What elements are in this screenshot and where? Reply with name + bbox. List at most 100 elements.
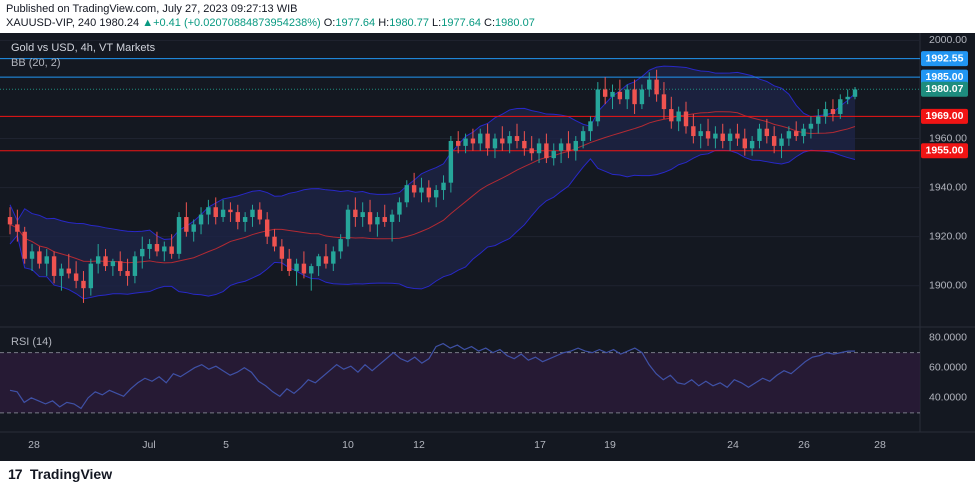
close-label: C:: [484, 17, 496, 29]
candle-body: [698, 131, 703, 137]
rsi-tick-label: 60.0000: [929, 361, 967, 373]
candle-body: [683, 111, 689, 127]
price-tick-label: 1920.00: [929, 230, 967, 242]
candle-body: [331, 251, 336, 264]
candle-body: [404, 185, 409, 203]
candle-body: [345, 209, 351, 240]
rsi-legend[interactable]: RSI (14): [11, 336, 52, 348]
level-price-label-bg: [921, 51, 968, 67]
publish-header: Published on TradingView.com, July 27, 2…: [0, 0, 975, 33]
candle-body: [301, 263, 307, 274]
price-tick-label: 2000.00: [929, 34, 967, 46]
candle-body: [786, 131, 792, 139]
candle-body: [154, 244, 160, 252]
candle-body: [118, 261, 123, 272]
candle-body: [632, 89, 637, 105]
price-tick-label: 1900.00: [929, 280, 967, 292]
time-axis[interactable]: 28 Jul 5 10 12 17 19 24 26 28: [28, 439, 886, 451]
candle-body: [500, 138, 505, 144]
level-price-label: 1955.00: [926, 145, 964, 157]
candle-body: [95, 256, 101, 264]
low-value: 1977.64: [441, 17, 481, 29]
time-tick-label: 24: [727, 439, 739, 451]
candle-body: [529, 148, 534, 154]
candle-body: [426, 187, 432, 198]
time-tick-label: 28: [28, 439, 40, 451]
candle-body: [536, 143, 542, 154]
level-price-label: 1969.00: [926, 110, 964, 122]
candle-body: [37, 251, 42, 264]
price-axis[interactable]: 1900.00 1920.00 1940.00 1960.00 2000.00 40.00…: [929, 34, 967, 403]
candle-body: [44, 256, 49, 264]
rsi-band-fill: [0, 352, 920, 414]
candle-body: [294, 263, 299, 272]
candle-body: [742, 138, 747, 149]
candle-body: [360, 212, 365, 218]
symbol-label[interactable]: XAUUSD-VIP, 240: [6, 17, 97, 29]
candle-body: [764, 128, 770, 137]
candle-body: [617, 91, 623, 100]
chart-canvas[interactable]: 1900.00 1920.00 1940.00 1960.00 2000.00 40.00…: [0, 33, 975, 461]
level-price-label-bg: [921, 143, 968, 159]
candle-body: [7, 217, 13, 225]
candle-body: [669, 109, 674, 122]
candle-body: [551, 150, 556, 159]
rsi-series: [9, 342, 855, 410]
candle-body: [625, 89, 630, 100]
candle-body: [272, 236, 277, 247]
candle-body: [514, 136, 520, 141]
bb-upper-line: [9, 65, 856, 240]
candle-body: [801, 128, 806, 137]
open-value: 1977.64: [335, 17, 376, 29]
candle-body: [220, 209, 226, 218]
candle-body: [749, 140, 755, 149]
candle-body: [522, 140, 527, 149]
candle-body: [727, 133, 733, 141]
candle-body: [735, 133, 740, 139]
tradingview-logo[interactable]: 17 TradingView: [8, 466, 112, 482]
candle-body: [705, 131, 711, 139]
horizontal-levels[interactable]: [0, 58, 920, 152]
time-tick-label: Jul: [142, 439, 155, 451]
candle-body: [492, 138, 498, 149]
candle-body: [147, 244, 152, 249]
candle-body: [382, 217, 387, 222]
candle-body: [713, 133, 718, 139]
bb-legend[interactable]: BB (20, 2): [11, 57, 61, 69]
last-price-label-bg: [921, 81, 968, 97]
rsi-tick-label: 80.0000: [929, 331, 967, 343]
time-tick-label: 26: [798, 439, 810, 451]
candle-body: [184, 217, 189, 232]
candle-body: [838, 99, 843, 114]
candle-body: [647, 79, 652, 90]
time-tick-label: 17: [534, 439, 546, 451]
candle-body: [88, 263, 94, 289]
footer-bar: 17 TradingView: [0, 461, 975, 487]
candle-body: [433, 190, 439, 198]
candle-body: [198, 214, 204, 225]
candle-body: [51, 256, 57, 276]
time-tick-label: 5: [223, 439, 229, 451]
candle-body: [323, 256, 329, 264]
candle-body: [757, 128, 762, 141]
chart-legend-title[interactable]: Gold vs USD, 4h, VT Markets: [11, 42, 156, 54]
rsi-line: [9, 342, 855, 410]
candle-body: [507, 136, 512, 144]
candle-body: [676, 111, 681, 122]
time-tick-label: 12: [413, 439, 425, 451]
candle-body: [250, 209, 255, 218]
candle-body: [103, 256, 108, 267]
candle-body: [397, 202, 402, 215]
candle-body: [66, 268, 71, 274]
candle-body: [59, 268, 64, 276]
candle-body: [485, 133, 490, 149]
candle-body: [242, 217, 248, 222]
candle-body: [558, 143, 564, 151]
candle-body: [573, 140, 578, 151]
candle-body: [771, 136, 777, 146]
candle-body: [808, 123, 814, 129]
price-change: +0.41 (+0.02070884873954238%): [153, 17, 321, 29]
candle-body: [353, 209, 358, 218]
open-label: O:: [323, 17, 336, 29]
